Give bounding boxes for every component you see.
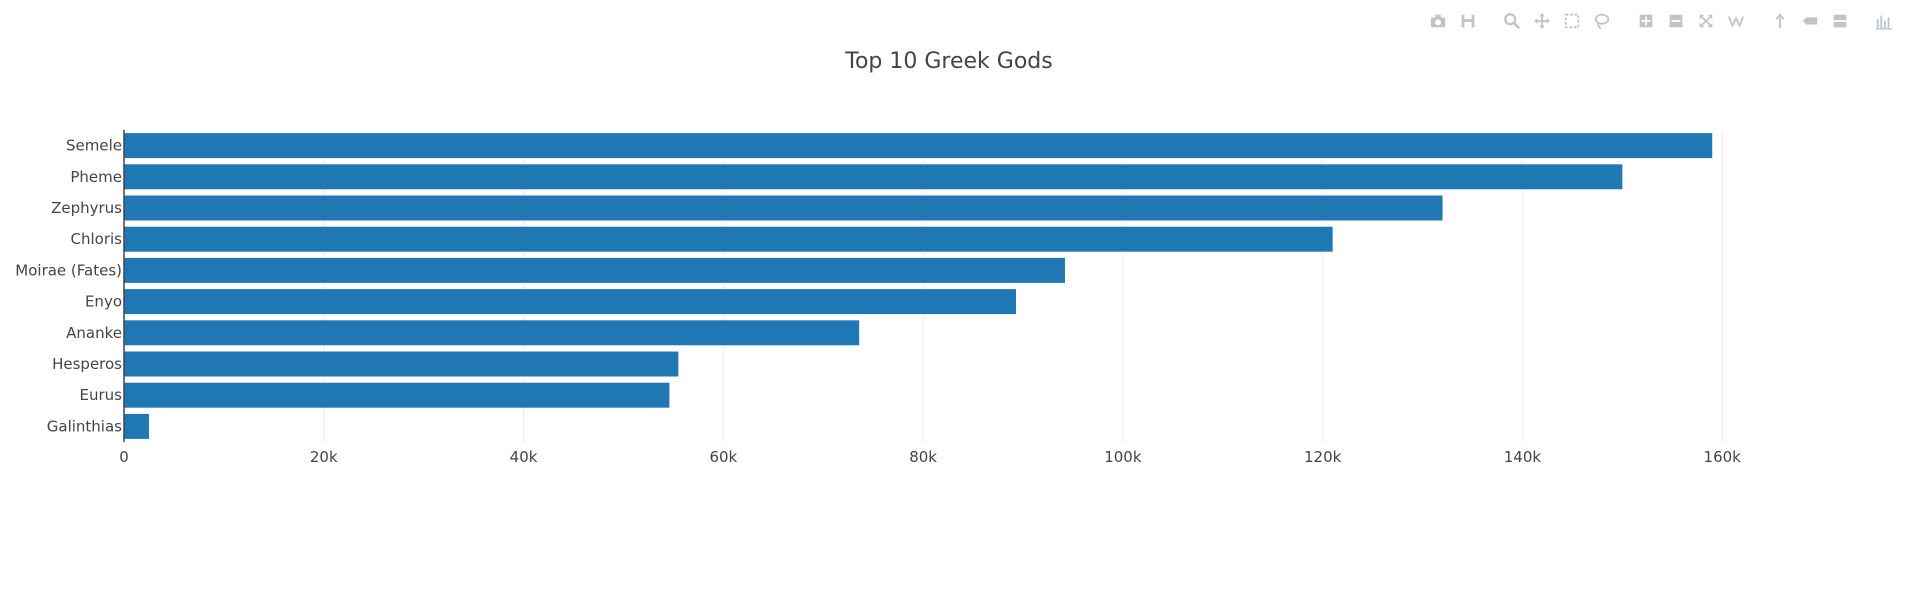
bar[interactable] <box>124 257 1065 283</box>
bar[interactable] <box>124 289 1017 315</box>
x-tick-label: 140k <box>1504 448 1542 466</box>
spike-lines-icon[interactable] <box>1767 10 1793 32</box>
modebar-toolbar <box>1425 10 1897 32</box>
y-tick-label: Galinthias <box>47 417 122 435</box>
autoscale-icon[interactable] <box>1693 10 1719 32</box>
y-axis-tick-labels: Semele Pheme Zephyrus Chloris Moirae (Fates)… <box>15 137 122 436</box>
zoom-icon[interactable] <box>1499 10 1525 32</box>
x-tick-label: 120k <box>1304 448 1342 466</box>
y-tick-label: Chloris <box>71 230 123 248</box>
hover-closest-icon[interactable] <box>1797 10 1823 32</box>
plotly-logo-icon[interactable] <box>1871 10 1897 32</box>
pan-icon[interactable] <box>1529 10 1555 32</box>
chart-title: Top 10 Greek Gods <box>844 49 1052 74</box>
x-tick-label: 160k <box>1704 448 1742 466</box>
hover-compare-icon[interactable] <box>1827 10 1853 32</box>
x-axis-tick-labels: 0 20k 40k 60k 80k 100k 120k 140k 160k <box>119 448 1741 466</box>
zoom-in-icon[interactable] <box>1633 10 1659 32</box>
x-tick-label: 80k <box>909 448 937 466</box>
bar[interactable] <box>124 226 1333 252</box>
y-tick-label: Eurus <box>80 386 123 404</box>
save-icon[interactable] <box>1455 10 1481 32</box>
y-tick-label: Hesperos <box>52 355 122 373</box>
camera-icon[interactable] <box>1425 10 1451 32</box>
bar[interactable] <box>124 413 149 439</box>
y-tick-label: Moirae (Fates) <box>15 261 122 279</box>
x-tick-label: 0 <box>119 448 129 466</box>
y-tick-label: Enyo <box>85 293 122 311</box>
reset-axes-icon[interactable] <box>1723 10 1749 32</box>
bar[interactable] <box>124 195 1443 221</box>
bars <box>124 133 1713 439</box>
y-tick-label: Zephyrus <box>51 199 122 217</box>
bar[interactable] <box>124 351 679 377</box>
zoom-out-icon[interactable] <box>1663 10 1689 32</box>
y-tick-label: Pheme <box>70 168 122 186</box>
lasso-icon[interactable] <box>1589 10 1615 32</box>
bar[interactable] <box>124 382 670 408</box>
x-tick-label: 60k <box>709 448 737 466</box>
x-tick-label: 20k <box>310 448 338 466</box>
y-tick-label: Ananke <box>66 324 122 342</box>
bar[interactable] <box>124 320 860 346</box>
x-tick-label: 100k <box>1104 448 1142 466</box>
box-select-icon[interactable] <box>1559 10 1585 32</box>
bar[interactable] <box>124 164 1623 190</box>
bar[interactable] <box>124 133 1713 159</box>
y-tick-label: Semele <box>66 137 122 155</box>
x-tick-label: 40k <box>510 448 538 466</box>
